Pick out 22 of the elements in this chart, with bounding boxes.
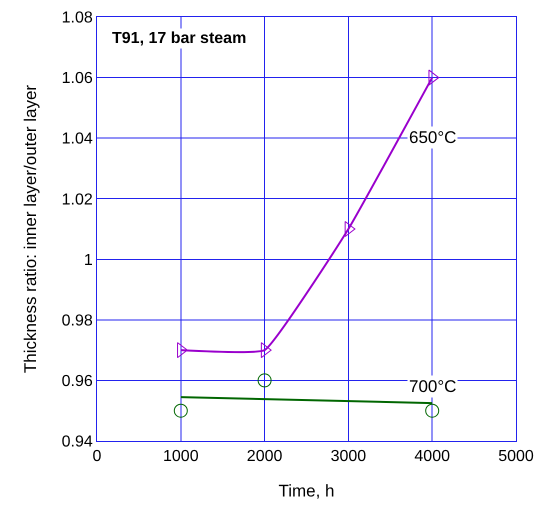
x-tick-label: 4000 bbox=[414, 448, 450, 466]
y-tick-label: 1.06 bbox=[62, 70, 93, 88]
point bbox=[425, 404, 440, 418]
point bbox=[174, 404, 188, 418]
x-tick-label: 5000 bbox=[498, 448, 534, 466]
x-tick-label: 3000 bbox=[330, 448, 366, 466]
text: T91, 17 bar steam bbox=[112, 30, 246, 47]
y-axis-title: Thickness ratio: inner layer/outer layer bbox=[21, 84, 40, 374]
y-tick-label: 1.02 bbox=[62, 191, 93, 208]
y-tick-label: 1 bbox=[84, 252, 93, 269]
x-tick-label: 2000 bbox=[246, 448, 282, 466]
series-label: 650°C bbox=[409, 128, 456, 147]
x-axis-title: Time, h bbox=[278, 482, 335, 501]
point bbox=[258, 373, 272, 388]
y-tick-label: 1.04 bbox=[62, 130, 93, 148]
series-label: 700°C bbox=[409, 377, 456, 396]
y-tick-label: 0.98 bbox=[62, 312, 93, 330]
x-tick-label: 0 bbox=[92, 448, 102, 466]
y-tick-label: 0.94 bbox=[62, 434, 93, 451]
x-tick-label: 1000 bbox=[163, 448, 199, 466]
y-tick-label: 0.96 bbox=[62, 373, 93, 390]
y-tick-label: 1.08 bbox=[62, 10, 93, 27]
